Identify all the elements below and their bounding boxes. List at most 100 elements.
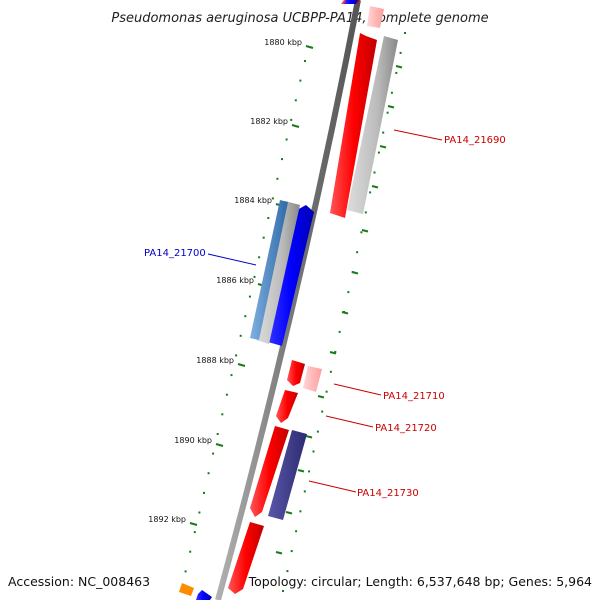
outer-guide-dot — [390, 91, 393, 94]
outer-scale-dash — [379, 145, 387, 149]
outer-guide-dot — [325, 390, 328, 393]
outer-guide-dot — [386, 111, 389, 114]
outer-guide-dot — [282, 590, 284, 592]
inner-guide-dot — [258, 256, 261, 259]
outer-guide-dot — [360, 231, 363, 234]
inner-guide-dot — [271, 197, 274, 200]
cog-block — [268, 430, 307, 520]
gene-arrow-pa14-21720[interactable] — [276, 390, 298, 423]
outer-guide-dot — [303, 490, 306, 493]
inner-guide-dot — [235, 354, 238, 357]
outer-guide-dot — [404, 32, 406, 34]
cog-block — [303, 366, 322, 392]
accession-text: Accession: NC_008463 — [8, 574, 150, 589]
outer-guide-dot — [399, 51, 402, 54]
outer-guide-dot — [295, 530, 298, 533]
outer-scale-dash — [275, 551, 283, 555]
scale-tick-label: 1888 kbp — [196, 356, 234, 365]
outer-guide-dot — [290, 550, 293, 553]
outer-guide-dot — [364, 211, 367, 214]
gene-label[interactable]: PA14_21730 — [357, 488, 419, 499]
inner-guide-dot — [281, 158, 283, 161]
inner-guide-dot — [290, 118, 293, 121]
inner-guide-dot — [304, 60, 306, 62]
inner-guide-dot — [267, 217, 270, 219]
gene-labels: PA14_21690 PA14_21700 PA14_21710 PA14_21… — [144, 135, 506, 499]
scale-tick-mark — [237, 363, 246, 367]
outer-scale-dash — [395, 65, 403, 69]
outer-scale-dash — [351, 271, 359, 275]
outer-guide-dot — [338, 330, 341, 333]
outer-guide-dot — [329, 370, 332, 373]
scale-tick-label: 1890 kbp — [174, 436, 212, 445]
inner-guide-dot — [207, 472, 210, 475]
outer-guide-dot — [316, 430, 319, 433]
outer-guide-dot — [382, 131, 385, 134]
inner-guide-dot — [189, 550, 192, 553]
inner-guide-dot — [244, 315, 247, 318]
outer-guide-dot — [356, 251, 359, 254]
outer-guide-dot — [321, 410, 324, 413]
inner-guide-dot — [212, 452, 215, 455]
outer-scale-dash — [361, 229, 369, 233]
scale-tick-label: 1886 kbp — [216, 276, 254, 285]
inner-guide-dot — [230, 374, 233, 377]
outer-guide-dot — [299, 510, 302, 513]
outer-guide-dot — [395, 71, 398, 74]
outer-guide-dot — [308, 470, 311, 473]
outer-scale-dash — [317, 395, 325, 399]
gene-arrow[interactable] — [344, 0, 358, 4]
inner-guide-dot — [193, 531, 196, 534]
inner-guide-dot — [221, 413, 224, 416]
outer-scale-dash — [285, 511, 293, 515]
scale-tick-mark — [291, 124, 300, 128]
scale-tick-label: 1882 kbp — [250, 117, 288, 126]
dotted-guide-tracks — [180, 32, 406, 592]
gene-arrow-pa14-21700[interactable] — [268, 205, 314, 346]
outer-guide-dot — [373, 171, 376, 174]
cog-block — [250, 200, 288, 340]
inner-guide-dot — [285, 138, 288, 141]
inner-guide-dot — [184, 570, 187, 573]
inner-guide-dot — [198, 511, 201, 514]
cog-block — [179, 583, 194, 596]
outer-scale-dash — [329, 351, 337, 355]
reverse-strand-genes — [196, 0, 358, 600]
forward-strand-genes — [228, 0, 377, 594]
cog-block — [256, 201, 300, 344]
gene-arrow[interactable] — [196, 590, 212, 600]
outer-guide-dot — [377, 151, 380, 154]
inner-guide-dot — [299, 79, 302, 82]
scale-tick-mark — [215, 443, 224, 447]
inner-guide-dot — [203, 491, 205, 494]
outer-scale-dash — [371, 185, 379, 189]
map-title: Pseudomonas aeruginosa UCBPP-PA14, compl… — [111, 11, 488, 26]
gene-label[interactable]: PA14_21690 — [444, 135, 506, 146]
inner-guide-dot — [239, 334, 242, 337]
gene-arrow[interactable] — [228, 522, 264, 594]
scale-tick-mark — [189, 522, 198, 526]
genome-backbone — [215, 0, 361, 600]
inner-guide-dot — [248, 295, 251, 298]
inner-guide-dot — [253, 275, 256, 278]
gene-label[interactable]: PA14_21710 — [383, 391, 445, 402]
gene-arrow-pa14-21690[interactable] — [330, 33, 377, 218]
gene-arrow-pa14-21730[interactable] — [250, 426, 289, 517]
outer-guide-dot — [369, 191, 372, 194]
gene-label[interactable]: PA14_21700 — [144, 248, 206, 259]
outer-scale-dash — [341, 311, 349, 315]
cog-block — [347, 36, 398, 214]
cog-tracks — [179, 6, 398, 596]
gene-label[interactable]: PA14_21720 — [375, 423, 437, 434]
scale-tick-mark — [305, 45, 314, 49]
outer-guide-dot — [347, 291, 350, 294]
scale-tick-label: 1892 kbp — [148, 515, 186, 524]
outer-guide-dot — [334, 350, 337, 353]
inner-guide-dot — [262, 236, 265, 239]
inner-guide-dot — [276, 177, 279, 180]
inner-guide-dot — [216, 433, 219, 435]
outer-guide-dot — [286, 570, 289, 573]
topology-text: Topology: circular; Length: 6,537,648 bp… — [248, 574, 592, 589]
gene-arrow-pa14-21710[interactable] — [287, 360, 305, 386]
